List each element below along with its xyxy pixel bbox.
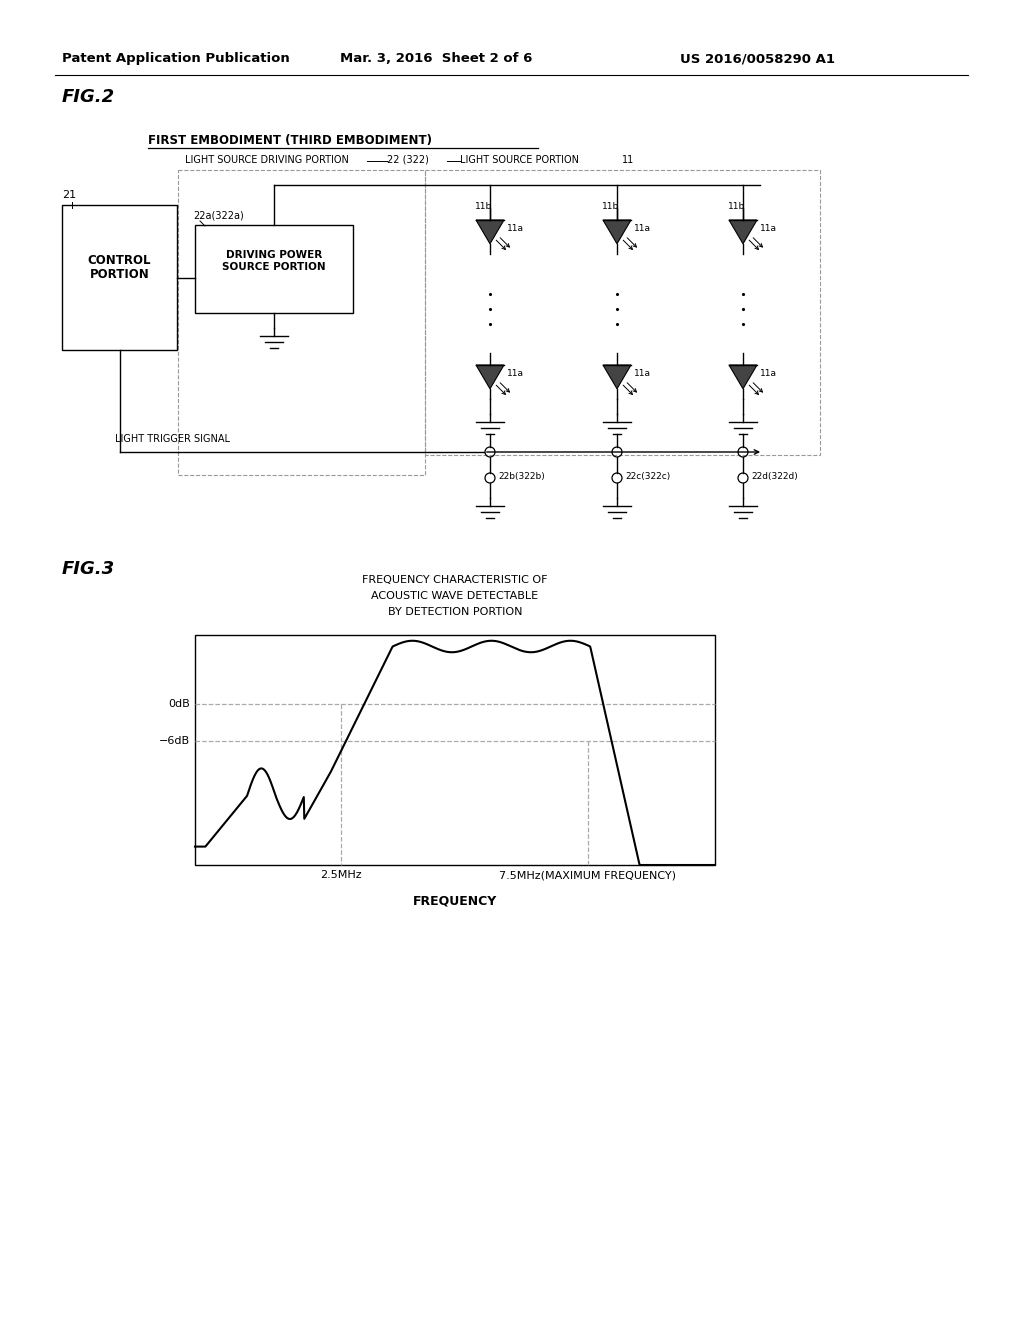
Polygon shape [476, 220, 504, 244]
Text: FREQUENCY: FREQUENCY [413, 895, 497, 908]
Text: 11a: 11a [760, 224, 777, 234]
Text: 11a: 11a [634, 370, 651, 378]
Polygon shape [603, 366, 631, 389]
Text: FREQUENCY CHARACTERISTIC OF: FREQUENCY CHARACTERISTIC OF [362, 576, 548, 585]
Text: ACOUSTIC WAVE DETECTABLE: ACOUSTIC WAVE DETECTABLE [372, 591, 539, 601]
Text: 0dB: 0dB [168, 700, 190, 709]
Text: 7.5MHz(MAXIMUM FREQUENCY): 7.5MHz(MAXIMUM FREQUENCY) [499, 870, 676, 880]
Text: US 2016/0058290 A1: US 2016/0058290 A1 [680, 51, 835, 65]
Text: 11b: 11b [728, 202, 745, 211]
Text: 21: 21 [62, 190, 76, 201]
Polygon shape [729, 366, 757, 389]
Polygon shape [603, 220, 631, 244]
Text: LIGHT SOURCE PORTION: LIGHT SOURCE PORTION [460, 154, 579, 165]
Text: Mar. 3, 2016  Sheet 2 of 6: Mar. 3, 2016 Sheet 2 of 6 [340, 51, 532, 65]
Text: 22a(322a): 22a(322a) [193, 210, 244, 220]
Text: 11: 11 [622, 154, 634, 165]
Text: DRIVING POWER
SOURCE PORTION: DRIVING POWER SOURCE PORTION [222, 251, 326, 272]
Text: LIGHT TRIGGER SIGNAL: LIGHT TRIGGER SIGNAL [115, 434, 230, 444]
Text: 22d(322d): 22d(322d) [751, 473, 798, 480]
Bar [195, 224, 353, 313]
Text: LIGHT SOURCE DRIVING PORTION: LIGHT SOURCE DRIVING PORTION [185, 154, 349, 165]
Text: 22c(322c): 22c(322c) [625, 473, 671, 480]
Text: −6dB: −6dB [159, 735, 190, 746]
Text: 11b: 11b [475, 202, 493, 211]
Text: Patent Application Publication: Patent Application Publication [62, 51, 290, 65]
Text: FIG.2: FIG.2 [62, 88, 115, 106]
Text: CONTROL
PORTION: CONTROL PORTION [88, 253, 152, 281]
Text: 22b(322b): 22b(322b) [498, 473, 545, 480]
Text: 11a: 11a [507, 370, 524, 378]
Text: 11a: 11a [760, 370, 777, 378]
Bar [425, 170, 820, 455]
Text: 11b: 11b [602, 202, 620, 211]
Bar [178, 170, 425, 475]
Text: 22 (322): 22 (322) [387, 154, 429, 165]
Text: FIG.3: FIG.3 [62, 560, 115, 578]
Text: 2.5MHz: 2.5MHz [319, 870, 361, 880]
Polygon shape [476, 366, 504, 389]
Text: FIRST EMBODIMENT (THIRD EMBODIMENT): FIRST EMBODIMENT (THIRD EMBODIMENT) [148, 135, 432, 147]
Polygon shape [729, 220, 757, 244]
Bar [62, 205, 177, 350]
Text: BY DETECTION PORTION: BY DETECTION PORTION [388, 607, 522, 616]
Bar [195, 635, 715, 865]
Text: 11a: 11a [634, 224, 651, 234]
Text: 11a: 11a [507, 224, 524, 234]
